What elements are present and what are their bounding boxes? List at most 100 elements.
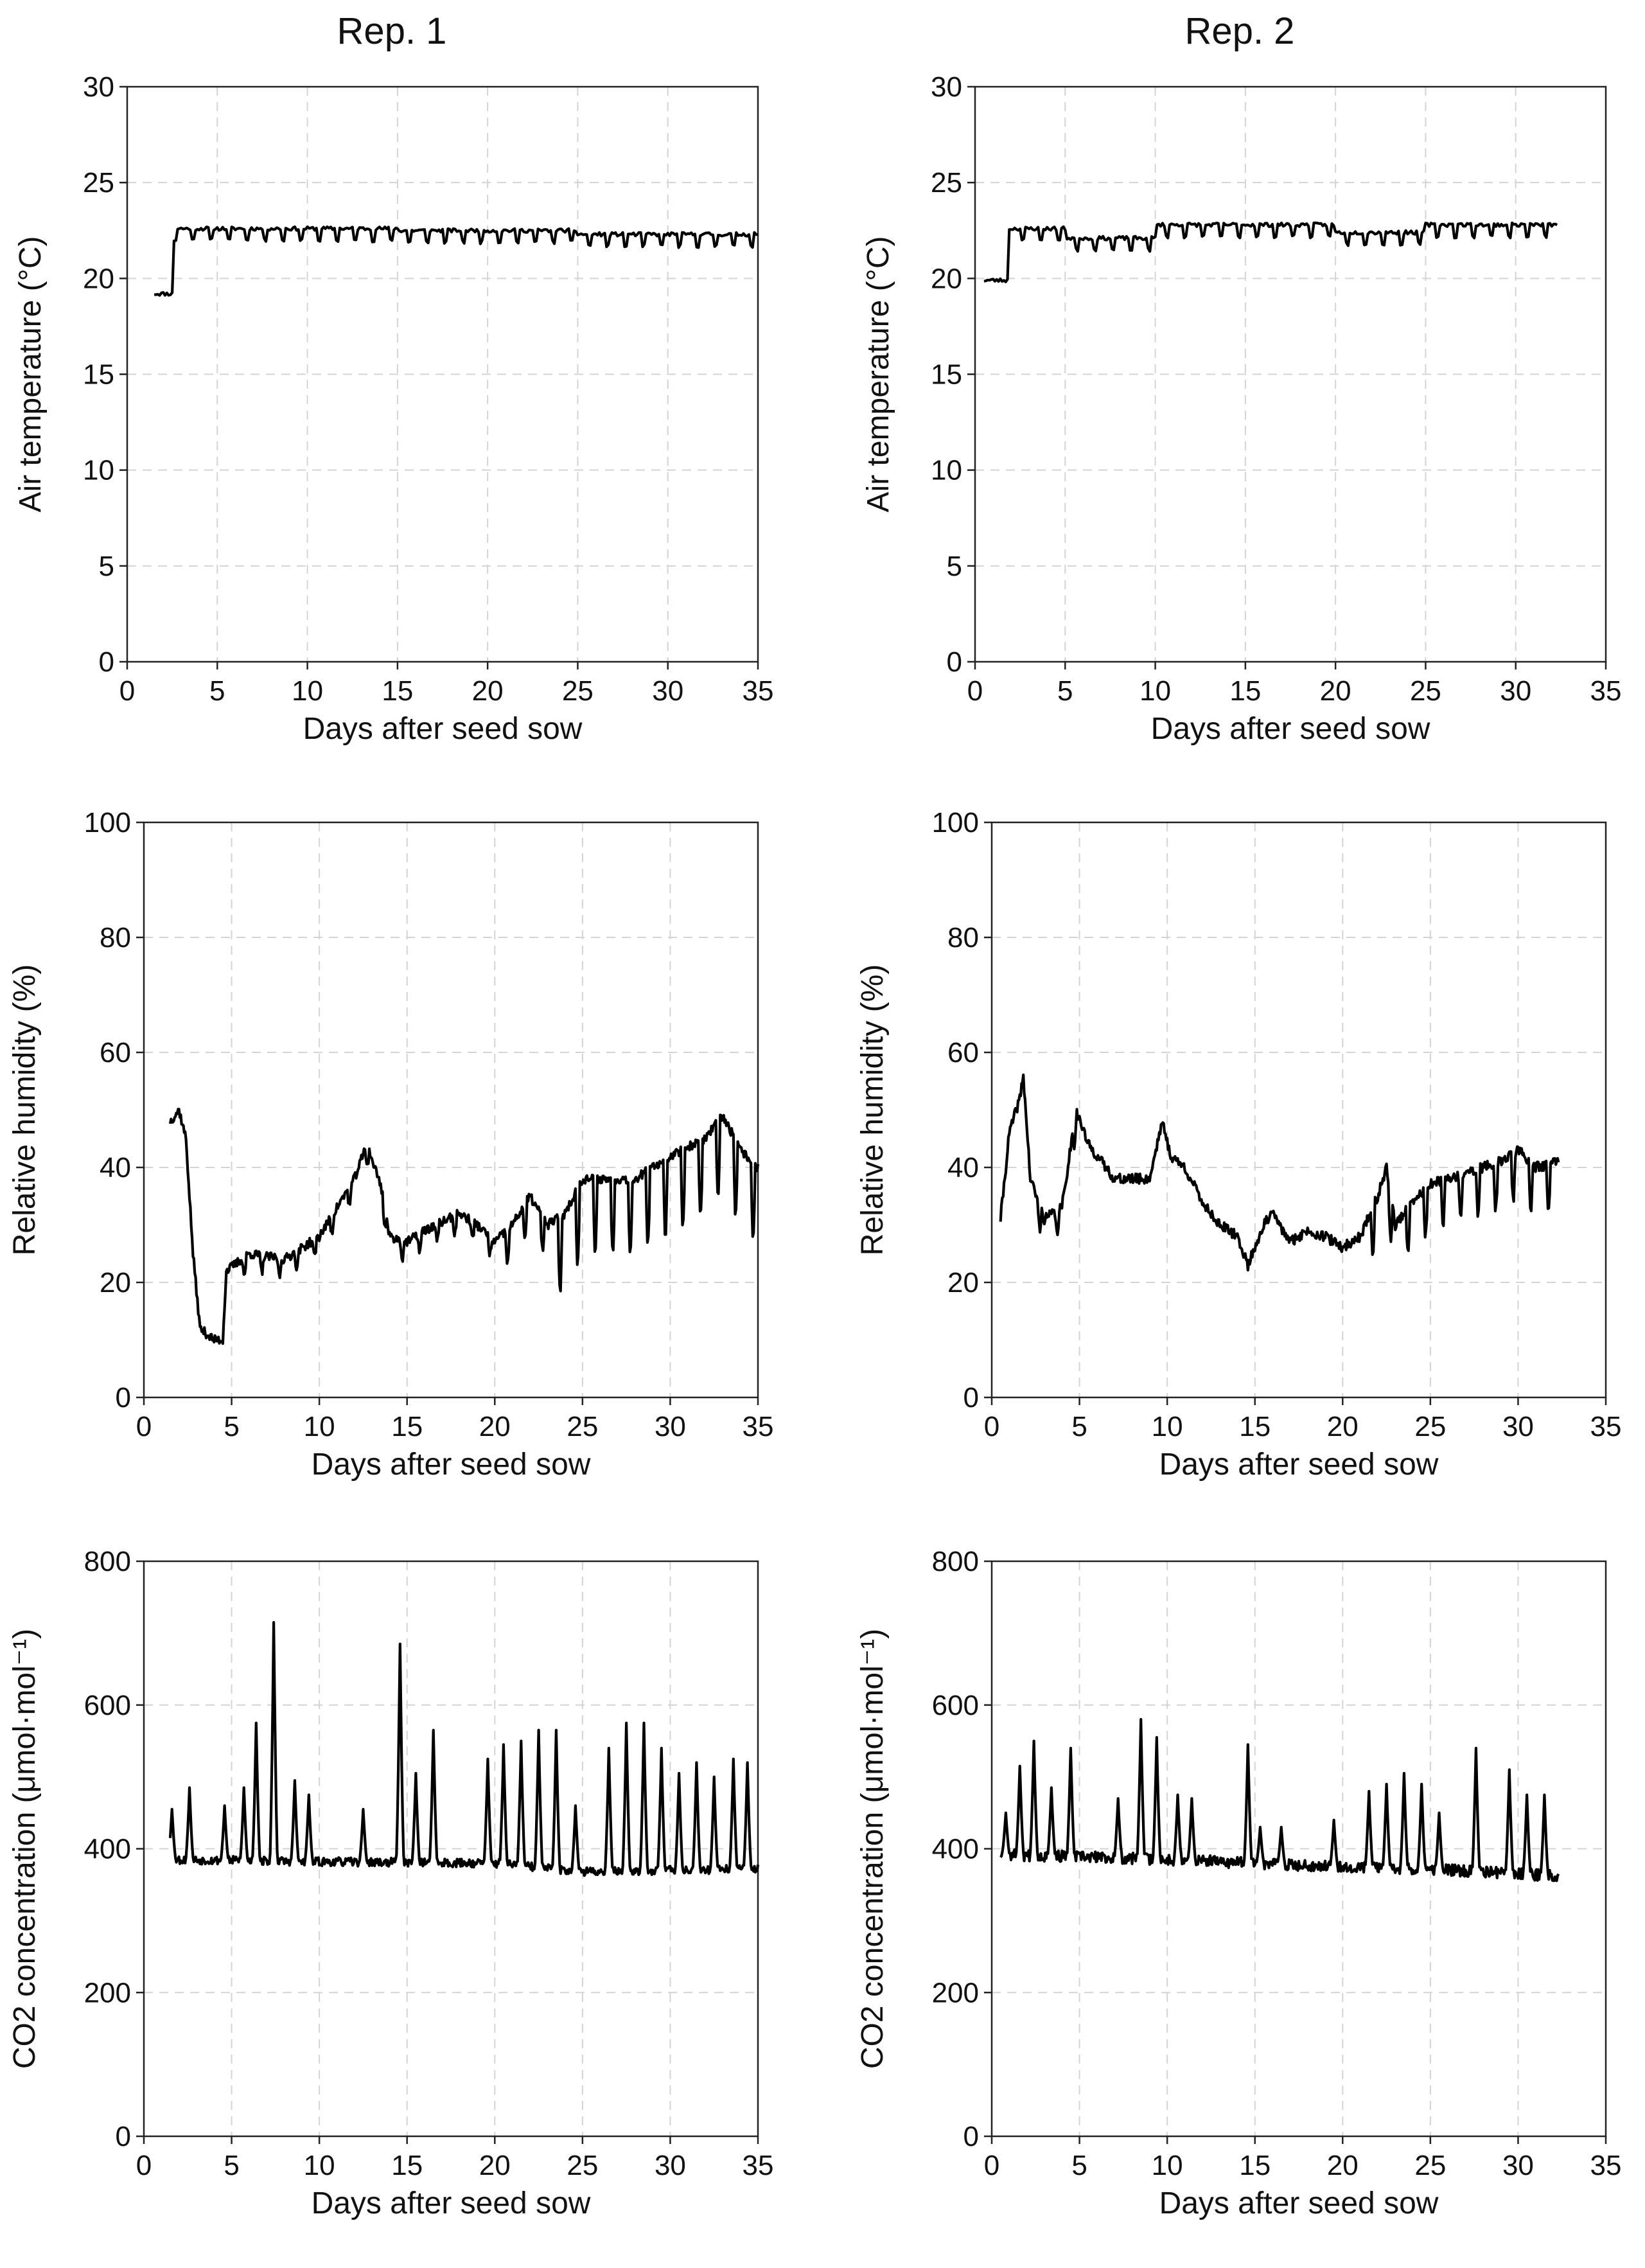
x-tick-label: 25 bbox=[567, 2150, 598, 2181]
x-tick-label: 10 bbox=[1139, 675, 1171, 707]
x-tick-label: 30 bbox=[1502, 1411, 1534, 1442]
y-axis-label: Relative humidity (%) bbox=[856, 964, 890, 1255]
x-tick-label: 10 bbox=[1152, 2150, 1183, 2181]
x-axis-label: Days after seed sow bbox=[1151, 712, 1430, 746]
x-tick-label: 25 bbox=[562, 675, 594, 707]
x-tick-label: 20 bbox=[1327, 2150, 1359, 2181]
y-tick-label: 0 bbox=[963, 2121, 979, 2152]
y-tick-label: 20 bbox=[947, 1267, 979, 1298]
plot-frame bbox=[990, 821, 1607, 1399]
y-tick-label: 600 bbox=[932, 1690, 979, 1721]
series-line-co2-rep2 bbox=[999, 1718, 1560, 1883]
y-tick-label: 10 bbox=[931, 455, 962, 486]
x-tick-label: 0 bbox=[967, 675, 983, 707]
chart-co2-rep2: 0 5 10 15 20 25 30 35 0 200 400 600 800 Days after se… bbox=[856, 1546, 1621, 2220]
chart-rh-rep1: 0 5 10 15 20 25 30 35 0 20 40 60 80 100 Days after see… bbox=[8, 807, 773, 1482]
y-tick-label: 0 bbox=[99, 646, 114, 678]
y-tick-label: 30 bbox=[83, 71, 114, 103]
y-tick-label: 200 bbox=[84, 1977, 131, 2008]
y-tick-label: 60 bbox=[947, 1037, 979, 1068]
x-axis-label: Days after seed sow bbox=[1159, 1448, 1439, 1482]
x-tick-label: 15 bbox=[1239, 2150, 1271, 2181]
x-tick-label: 20 bbox=[479, 1411, 511, 1442]
series-line-rh-rep1 bbox=[168, 1108, 760, 1345]
x-tick-label: 25 bbox=[1410, 675, 1441, 707]
y-tick-label: 20 bbox=[931, 263, 962, 294]
x-tick-label: 20 bbox=[1327, 1411, 1359, 1442]
x-tick-label: 30 bbox=[1500, 675, 1531, 707]
x-axis-label: Days after seed sow bbox=[312, 2186, 591, 2220]
x-tick-label: 10 bbox=[304, 2150, 335, 2181]
y-tick-label: 600 bbox=[84, 1690, 131, 1721]
x-tick-label: 35 bbox=[1590, 1411, 1622, 1442]
y-tick-label: 5 bbox=[99, 551, 114, 582]
x-tick-label: 25 bbox=[567, 1411, 598, 1442]
x-axis-label: Days after seed sow bbox=[312, 1448, 591, 1482]
x-tick-label: 5 bbox=[224, 1411, 239, 1442]
series-line-temp-rep2 bbox=[983, 221, 1558, 283]
x-axis-label: Days after seed sow bbox=[1159, 2186, 1439, 2220]
x-tick-label: 30 bbox=[655, 1411, 686, 1442]
x-tick-label: 10 bbox=[1152, 1411, 1183, 1442]
y-tick-label: 25 bbox=[931, 167, 962, 199]
x-tick-label: 15 bbox=[1239, 1411, 1271, 1442]
x-tick-label: 5 bbox=[1071, 2150, 1087, 2181]
x-tick-label: 0 bbox=[984, 2150, 999, 2181]
x-tick-label: 15 bbox=[1229, 675, 1261, 707]
y-tick-label: 800 bbox=[84, 1546, 131, 1577]
x-tick-label: 0 bbox=[984, 1411, 999, 1442]
y-tick-label: 0 bbox=[116, 1382, 131, 1413]
plot-frame bbox=[990, 1560, 1607, 2138]
y-tick-label: 0 bbox=[947, 646, 962, 678]
y-tick-label: 30 bbox=[931, 71, 962, 103]
x-tick-label: 30 bbox=[1502, 2150, 1534, 2181]
x-tick-label: 35 bbox=[743, 675, 774, 707]
x-tick-label: 20 bbox=[479, 2150, 511, 2181]
y-axis-label: CO2 concentration (μmol·mol⁻¹) bbox=[856, 1629, 890, 2069]
x-tick-label: 35 bbox=[1590, 675, 1622, 707]
y-tick-label: 80 bbox=[100, 922, 131, 953]
y-tick-label: 0 bbox=[116, 2121, 131, 2152]
series-line-co2-rep1 bbox=[168, 1621, 760, 1877]
y-tick-label: 200 bbox=[932, 1977, 979, 2008]
y-axis-label: Relative humidity (%) bbox=[8, 964, 42, 1255]
x-tick-label: 15 bbox=[391, 1411, 423, 1442]
y-tick-label: 20 bbox=[83, 263, 114, 294]
x-tick-label: 5 bbox=[1057, 675, 1073, 707]
y-tick-label: 10 bbox=[83, 455, 114, 486]
x-tick-label: 0 bbox=[136, 1411, 152, 1442]
chart-temp-rep2: 0 5 10 15 20 25 30 35 0 5 10 15 20 25 30 Days after see… bbox=[861, 71, 1621, 746]
x-tick-label: 15 bbox=[382, 675, 413, 707]
plot-frame bbox=[143, 821, 759, 1399]
y-tick-label: 15 bbox=[83, 359, 114, 391]
x-tick-label: 20 bbox=[1320, 675, 1351, 707]
x-tick-label: 5 bbox=[224, 2150, 239, 2181]
y-tick-label: 5 bbox=[947, 551, 962, 582]
x-tick-label: 35 bbox=[743, 2150, 774, 2181]
y-tick-label: 20 bbox=[100, 1267, 131, 1298]
y-tick-label: 100 bbox=[84, 807, 131, 838]
y-axis-label: Air temperature (°C) bbox=[13, 236, 48, 513]
x-tick-label: 25 bbox=[1414, 2150, 1446, 2181]
y-tick-label: 100 bbox=[932, 807, 979, 838]
y-tick-label: 60 bbox=[100, 1037, 131, 1068]
y-tick-label: 0 bbox=[963, 1382, 979, 1413]
y-tick-label: 80 bbox=[947, 922, 979, 953]
x-tick-label: 5 bbox=[1071, 1411, 1087, 1442]
x-tick-label: 20 bbox=[472, 675, 504, 707]
x-tick-label: 10 bbox=[304, 1411, 335, 1442]
column-title-rep2: Rep. 2 bbox=[1185, 10, 1295, 52]
y-tick-label: 15 bbox=[931, 359, 962, 391]
x-tick-label: 0 bbox=[136, 2150, 152, 2181]
chart-rh-rep2: 0 5 10 15 20 25 30 35 0 20 40 60 80 100 Days after see… bbox=[856, 807, 1621, 1482]
column-title-rep1: Rep. 1 bbox=[337, 10, 447, 52]
y-tick-label: 400 bbox=[932, 1834, 979, 1865]
y-axis-label: CO2 concentration (μmol·mol⁻¹) bbox=[8, 1629, 42, 2069]
y-axis-label: Air temperature (°C) bbox=[861, 236, 895, 513]
x-tick-label: 5 bbox=[209, 675, 225, 707]
series-line-temp-rep1 bbox=[154, 225, 759, 297]
y-tick-label: 40 bbox=[947, 1152, 979, 1183]
y-tick-label: 800 bbox=[932, 1546, 979, 1577]
y-tick-label: 40 bbox=[100, 1152, 131, 1183]
